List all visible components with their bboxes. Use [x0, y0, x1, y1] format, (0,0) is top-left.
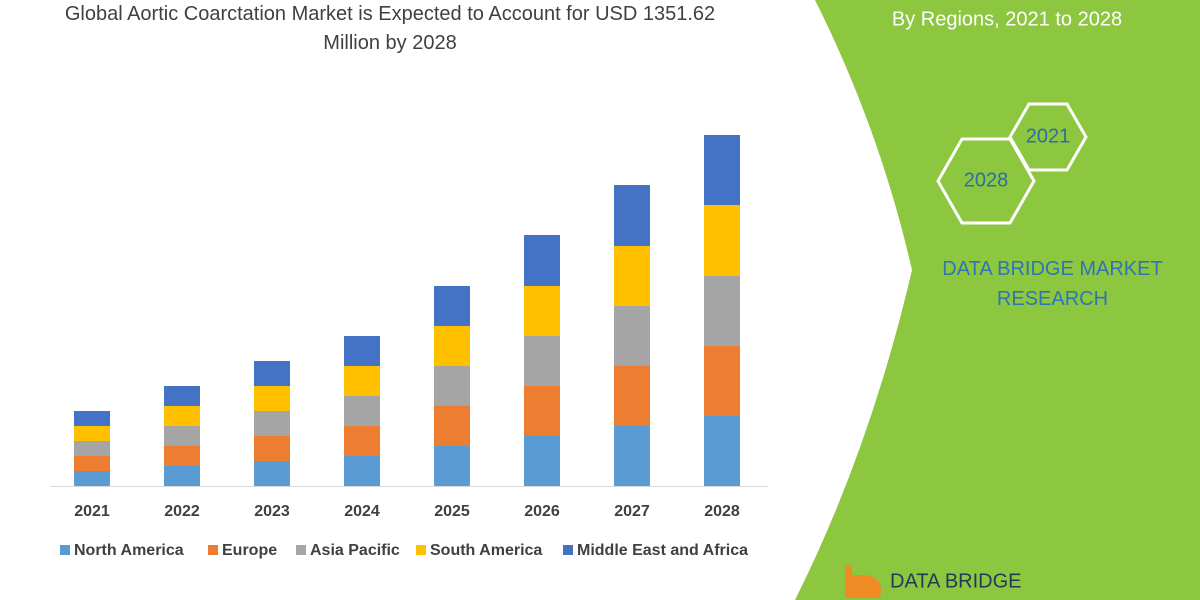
bar-segment: [524, 235, 560, 286]
bar-segment: [434, 286, 470, 326]
bar-segment: [254, 361, 290, 386]
bar-segment: [74, 426, 110, 441]
x-tick-label: 2025: [434, 503, 470, 520]
bar-segment: [254, 461, 290, 486]
bar-segment: [344, 396, 380, 426]
bar-segment: [164, 426, 200, 446]
legend-label: North America: [74, 542, 184, 559]
bar-segment: [164, 406, 200, 426]
x-tick-label: 2021: [74, 503, 110, 520]
bar-segment: [164, 386, 200, 406]
bar-segment: [704, 346, 740, 416]
bar-segment: [344, 366, 380, 396]
bar-segment: [524, 286, 560, 336]
legend-label: South America: [430, 542, 542, 559]
bar-segment: [614, 246, 650, 306]
legend-label: Asia Pacific: [310, 542, 400, 559]
legend-swatch: [208, 545, 218, 555]
bar-segment: [344, 456, 380, 486]
bar-segment: [434, 406, 470, 446]
x-tick-label: 2022: [164, 503, 200, 520]
bar-segment: [434, 366, 470, 406]
bar-segment: [74, 471, 110, 486]
bar-segment: [344, 336, 380, 366]
bar-segment: [74, 411, 110, 426]
logo-icon: [845, 565, 881, 598]
bar-segment: [524, 436, 560, 486]
bar-segment: [524, 336, 560, 386]
legend-swatch: [563, 545, 573, 555]
bar-segment: [344, 426, 380, 456]
x-tick-label: 2024: [344, 503, 380, 520]
x-tick-label: 2027: [614, 503, 650, 520]
side-panel-bg: [795, 0, 1200, 600]
legend-swatch: [296, 545, 306, 555]
bar-segment: [164, 466, 200, 486]
legend-label: Middle East and Africa: [577, 542, 748, 559]
bar-segment: [614, 185, 650, 246]
bar-segment: [614, 366, 650, 426]
bar-segment: [704, 276, 740, 346]
bar-segment: [524, 386, 560, 436]
subtitle: By Regions, 2021 to 2028: [892, 8, 1122, 30]
bar-segment: [164, 446, 200, 466]
bar-segment: [704, 416, 740, 486]
bar-segment: [434, 446, 470, 486]
bar-segment: [74, 456, 110, 471]
chart-title: Global Aortic Coarctation Market is Expe…: [64, 3, 716, 54]
bar-segment: [434, 326, 470, 366]
x-tick-label: 2023: [254, 503, 290, 520]
legend-swatch: [416, 545, 426, 555]
hexagon-label: 2028: [964, 169, 1009, 191]
x-tick-label: 2026: [524, 503, 560, 520]
hexagon-label: 2021: [1026, 125, 1071, 147]
bar-segment: [74, 441, 110, 456]
bar-segment: [254, 411, 290, 436]
legend-label: Europe: [222, 542, 277, 559]
legend-swatch: [60, 545, 70, 555]
bar-segment: [614, 306, 650, 366]
bar-segment: [254, 386, 290, 411]
hexagon: [936, 137, 1036, 225]
bar-segment: [614, 426, 650, 486]
brand-text: DATA BRIDGE MARKET RESEARCH: [942, 258, 1163, 310]
bar-segment: [704, 135, 740, 205]
x-tick-label: 2028: [704, 503, 740, 520]
bar-segment: [254, 436, 290, 461]
logo-text: DATA BRIDGE: [890, 570, 1022, 592]
bar-segment: [704, 205, 740, 276]
